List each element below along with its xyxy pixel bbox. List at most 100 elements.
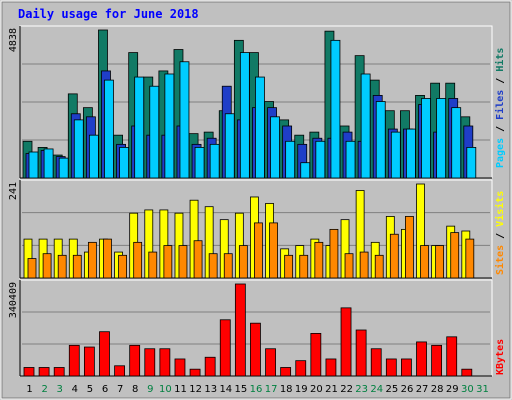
bar-sites-day-13 xyxy=(208,253,218,279)
x-label-day-19: 19 xyxy=(295,384,308,395)
bar-sites-day-5 xyxy=(87,241,97,279)
x-label-day-18: 18 xyxy=(280,384,293,395)
bar-pages-day-5 xyxy=(88,134,99,179)
bar-pages-day-10 xyxy=(164,73,175,179)
bar-kbytes-day-17 xyxy=(265,348,276,377)
bar-sites-day-28 xyxy=(435,245,445,279)
bar-pages-day-14 xyxy=(224,113,235,179)
bar-sites-day-4 xyxy=(72,254,82,279)
x-label-day-25: 25 xyxy=(386,384,399,395)
x-label-day-30: 30 xyxy=(461,384,474,395)
chart-title: Daily usage for June 2018 xyxy=(18,7,199,21)
x-label-day-13: 13 xyxy=(204,384,217,395)
bar-sites-day-24 xyxy=(374,254,384,279)
x-label-day-28: 28 xyxy=(431,384,444,395)
bar-pages-day-28 xyxy=(436,98,447,179)
bar-sites-day-6 xyxy=(103,238,112,279)
bar-pages-day-1 xyxy=(28,151,39,179)
bar-kbytes-day-3 xyxy=(53,367,65,377)
bar-sites-day-30 xyxy=(465,238,475,279)
bar-kbytes-day-20 xyxy=(310,333,322,377)
bar-kbytes-day-2 xyxy=(38,367,50,377)
x-label-day-15: 15 xyxy=(235,384,248,395)
x-label-day-11: 11 xyxy=(174,384,187,395)
bar-pages-day-7 xyxy=(119,147,129,179)
x-label-day-4: 4 xyxy=(72,384,78,395)
bar-sites-day-20 xyxy=(314,241,324,279)
bar-kbytes-day-6 xyxy=(99,331,110,377)
legend-top-pages: Pages xyxy=(495,138,506,168)
y-max-labels: 4838 241 340409 xyxy=(8,28,19,318)
bar-kbytes-day-25 xyxy=(385,358,397,377)
x-axis-labels: 1 2 3 4 5 6 7 8 9 10 11 12 13 14 15 16 17 18 19 20 21 22 23 24 2… xyxy=(26,384,488,395)
bar-pages-day-8 xyxy=(134,76,145,179)
bar-sites-day-10 xyxy=(163,245,173,279)
x-label-day-17: 17 xyxy=(265,384,278,395)
legend-bottom-kbytes: KBytes xyxy=(495,339,506,375)
bar-kbytes-day-29 xyxy=(446,336,458,377)
bar-kbytes-day-27 xyxy=(416,341,427,377)
bar-pages-day-13 xyxy=(209,143,220,179)
x-label-day-29: 29 xyxy=(446,384,459,395)
x-label-day-24: 24 xyxy=(370,384,383,395)
legend-separator: / xyxy=(495,120,506,138)
bar-kbytes-day-18 xyxy=(280,367,292,377)
bar-sites-day-26 xyxy=(405,216,414,279)
bar-kbytes-day-30 xyxy=(461,368,473,377)
x-label-day-2: 2 xyxy=(41,384,47,395)
bar-kbytes-day-26 xyxy=(401,358,412,377)
bar-kbytes-day-10 xyxy=(159,348,171,377)
legend-mid-visits: Visits xyxy=(494,191,506,227)
bar-pages-day-4 xyxy=(73,119,84,179)
x-label-day-3: 3 xyxy=(57,384,63,395)
bar-sites-day-16 xyxy=(254,222,263,279)
legend-mid-sites: Sites xyxy=(494,245,506,275)
bar-kbytes-day-24 xyxy=(370,348,382,377)
legend-mid: Sites / Visits xyxy=(494,191,506,275)
bar-kbytes-day-14 xyxy=(219,319,231,377)
bar-kbytes-day-15 xyxy=(234,283,246,377)
bar-pages-day-26 xyxy=(406,128,416,179)
chart-bars xyxy=(22,29,477,377)
bar-kbytes-day-5 xyxy=(83,346,95,377)
bar-pages-day-12 xyxy=(194,147,205,179)
bar-pages-day-15 xyxy=(239,52,250,179)
x-label-day-16: 16 xyxy=(250,384,263,395)
bar-pages-day-22 xyxy=(345,140,356,179)
x-label-day-1: 1 xyxy=(26,384,32,395)
bar-sites-day-14 xyxy=(223,253,233,279)
bar-kbytes-day-23 xyxy=(355,329,367,377)
bar-sites-day-12 xyxy=(193,240,203,279)
bar-sites-day-27 xyxy=(420,245,429,279)
legend-bottom: KBytes xyxy=(495,339,506,375)
bar-pages-day-9 xyxy=(149,85,160,179)
right-legends: Pages / Files / Hits Sites / Visits KBytes xyxy=(494,48,506,375)
bar-kbytes-day-1 xyxy=(23,367,35,377)
bar-kbytes-day-13 xyxy=(204,356,216,377)
x-label-day-31: 31 xyxy=(476,384,489,395)
bar-pages-day-19 xyxy=(300,162,311,179)
bar-kbytes-day-9 xyxy=(144,348,156,377)
bar-pages-day-16 xyxy=(255,76,265,179)
bar-sites-day-23 xyxy=(359,251,369,279)
x-label-day-9: 9 xyxy=(147,384,153,395)
bar-pages-day-27 xyxy=(421,98,431,179)
bar-sites-day-2 xyxy=(42,253,52,279)
bar-sites-day-17 xyxy=(269,222,278,279)
bar-kbytes-day-21 xyxy=(325,358,337,377)
bar-kbytes-day-12 xyxy=(189,368,201,377)
x-label-day-8: 8 xyxy=(132,384,138,395)
x-label-day-12: 12 xyxy=(189,384,202,395)
bar-sites-day-29 xyxy=(450,232,460,279)
bar-pages-day-3 xyxy=(58,157,69,179)
bar-kbytes-day-7 xyxy=(114,365,125,377)
y-max-label-2: 241 xyxy=(8,182,19,200)
x-label-day-5: 5 xyxy=(87,384,93,395)
bar-sites-day-3 xyxy=(57,254,67,279)
bar-sites-day-7 xyxy=(118,254,127,279)
x-label-day-10: 10 xyxy=(159,384,172,395)
bar-sites-day-1 xyxy=(27,258,37,279)
legend-top-hits: Hits xyxy=(494,48,506,72)
